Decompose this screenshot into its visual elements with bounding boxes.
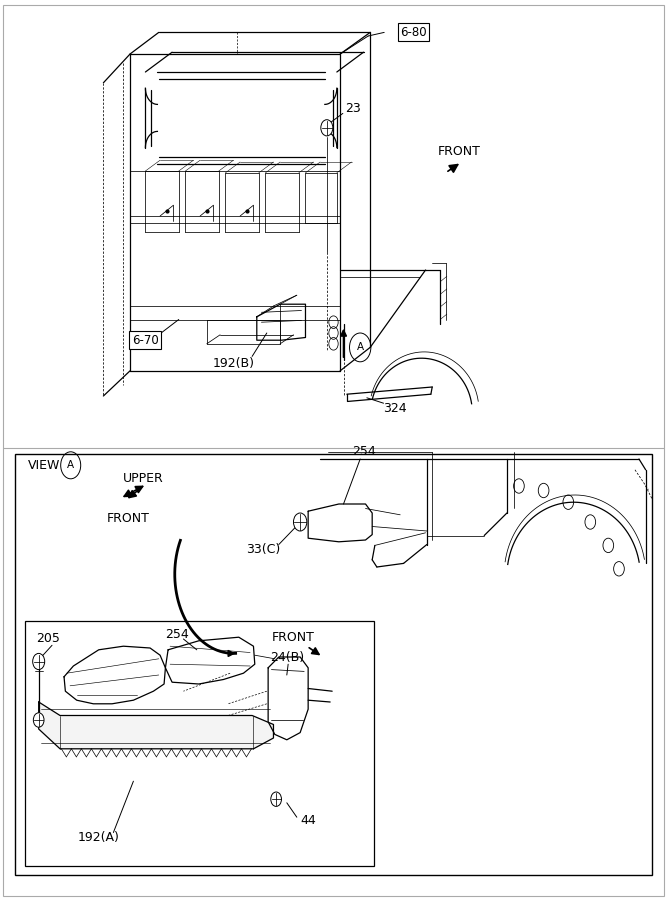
Circle shape (33, 713, 44, 727)
Text: 23: 23 (346, 102, 362, 114)
Text: A: A (357, 342, 364, 353)
Text: A: A (67, 460, 74, 471)
Text: 6-70: 6-70 (132, 334, 159, 346)
Text: 205: 205 (36, 633, 60, 645)
Bar (15, 454, 652, 875)
Text: 324: 324 (383, 402, 407, 415)
Text: FRONT: FRONT (107, 512, 149, 525)
Text: FRONT: FRONT (438, 145, 480, 158)
Bar (25, 621, 374, 866)
Text: VIEW: VIEW (28, 459, 61, 472)
Text: 24(B): 24(B) (269, 651, 304, 663)
Circle shape (293, 513, 307, 531)
Text: 254: 254 (352, 446, 376, 458)
Text: 192(A): 192(A) (78, 831, 119, 843)
Text: 33(C): 33(C) (246, 543, 281, 555)
Text: UPPER: UPPER (123, 472, 164, 485)
Text: 192(B): 192(B) (213, 357, 254, 370)
Text: FRONT: FRONT (272, 631, 315, 644)
Circle shape (271, 792, 281, 806)
Text: 44: 44 (300, 814, 316, 827)
Circle shape (33, 653, 45, 670)
Text: 254: 254 (165, 628, 189, 641)
Circle shape (321, 120, 333, 136)
Polygon shape (39, 702, 273, 749)
Text: 6-80: 6-80 (400, 26, 427, 39)
